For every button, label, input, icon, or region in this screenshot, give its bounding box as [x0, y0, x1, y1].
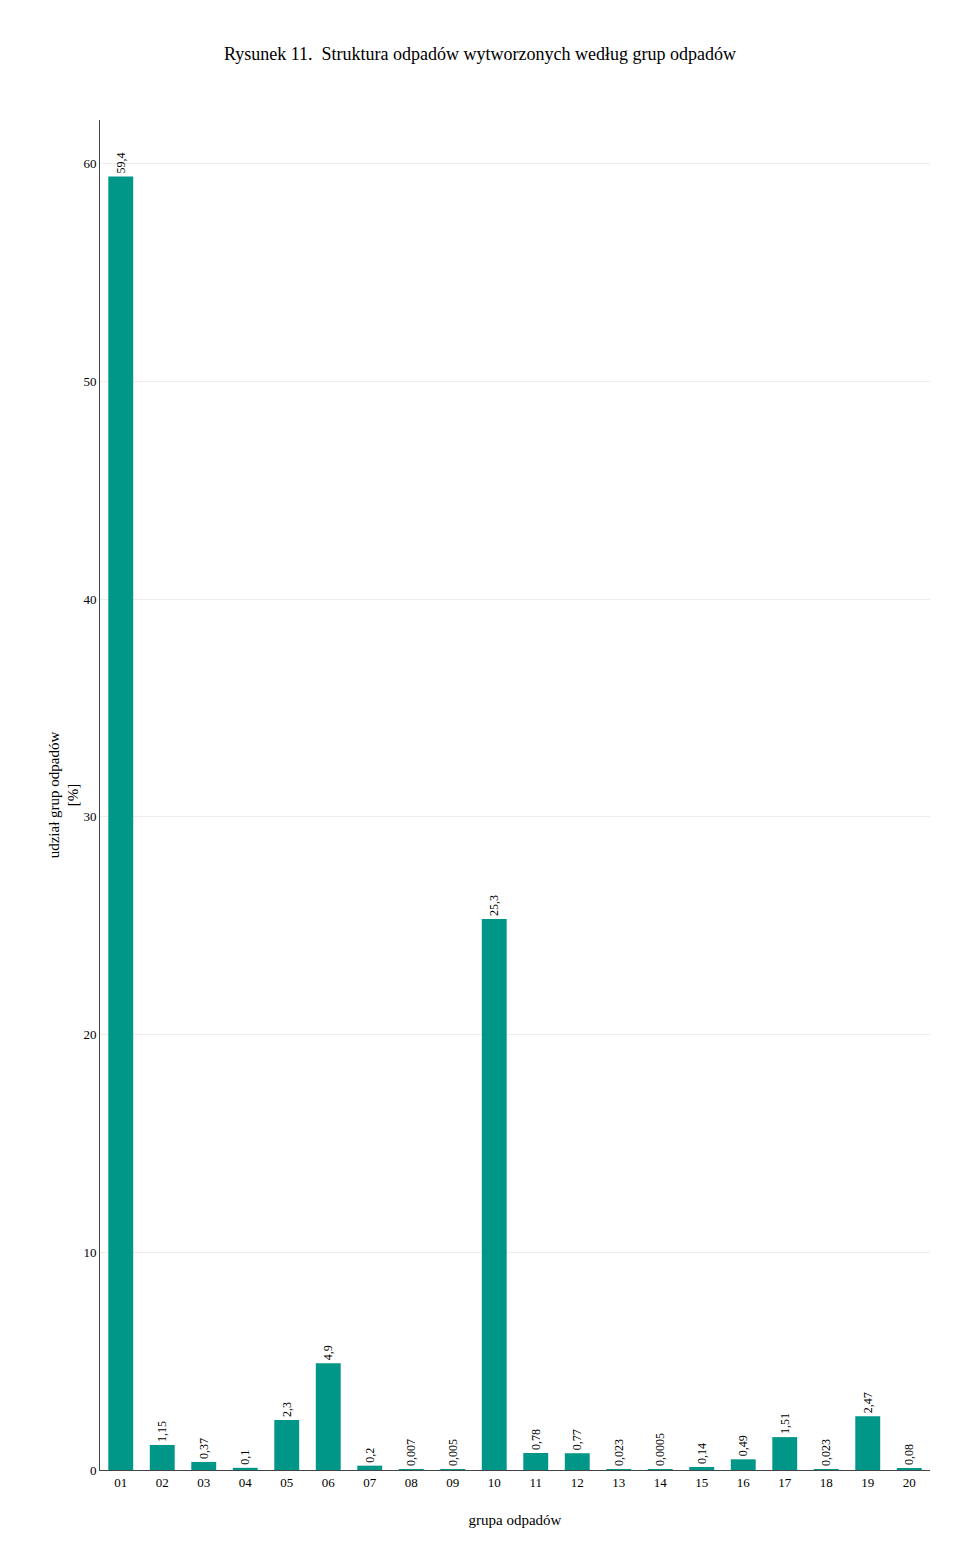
svg-text:17: 17 — [778, 1475, 792, 1490]
svg-text:08: 08 — [405, 1475, 418, 1490]
svg-text:06: 06 — [322, 1475, 336, 1490]
svg-text:30: 30 — [83, 809, 96, 824]
svg-text:05: 05 — [280, 1475, 293, 1490]
svg-text:20: 20 — [83, 1027, 96, 1042]
svg-text:0,023: 0,023 — [612, 1439, 626, 1466]
svg-text:0,023: 0,023 — [819, 1439, 833, 1466]
svg-text:Rysunek 11. Struktura odpadów: Rysunek 11. Struktura odpadów wytworzony… — [224, 44, 736, 64]
svg-text:0,2: 0,2 — [363, 1448, 377, 1463]
svg-text:grupa odpadów: grupa odpadów — [469, 1512, 562, 1528]
svg-text:59,4: 59,4 — [114, 153, 128, 174]
svg-text:60: 60 — [83, 156, 96, 171]
svg-text:50: 50 — [83, 374, 96, 389]
svg-text:0,1: 0,1 — [238, 1450, 252, 1465]
svg-text:2,3: 2,3 — [280, 1402, 294, 1417]
svg-text:0,005: 0,005 — [446, 1439, 460, 1466]
svg-text:0: 0 — [90, 1463, 97, 1478]
svg-text:0,007: 0,007 — [404, 1439, 418, 1466]
svg-text:0,49: 0,49 — [736, 1435, 750, 1456]
svg-text:02: 02 — [156, 1475, 169, 1490]
svg-text:0,08: 0,08 — [902, 1444, 916, 1465]
svg-text:0,78: 0,78 — [529, 1429, 543, 1450]
svg-text:0,37: 0,37 — [197, 1438, 211, 1459]
svg-text:19: 19 — [861, 1475, 874, 1490]
svg-text:18: 18 — [820, 1475, 833, 1490]
svg-text:2,47: 2,47 — [861, 1392, 875, 1413]
svg-text:01: 01 — [114, 1475, 127, 1490]
svg-text:09: 09 — [446, 1475, 459, 1490]
svg-text:1,51: 1,51 — [778, 1413, 792, 1434]
svg-text:0,77: 0,77 — [570, 1429, 584, 1450]
svg-text:11: 11 — [529, 1475, 542, 1490]
svg-text:04: 04 — [239, 1475, 253, 1490]
svg-text:12: 12 — [571, 1475, 584, 1490]
svg-text:0,14: 0,14 — [695, 1443, 709, 1464]
svg-text:25,3: 25,3 — [487, 895, 501, 916]
svg-text:10: 10 — [488, 1475, 501, 1490]
svg-text:4,9: 4,9 — [321, 1345, 335, 1360]
svg-text:14: 14 — [654, 1475, 668, 1490]
svg-text:20: 20 — [903, 1475, 916, 1490]
svg-text:1,15: 1,15 — [155, 1421, 169, 1442]
svg-text:udział grup odpadów[%]: udział grup odpadów[%] — [46, 732, 82, 859]
svg-text:40: 40 — [83, 592, 96, 607]
svg-text:10: 10 — [83, 1245, 96, 1260]
svg-text:13: 13 — [612, 1475, 625, 1490]
svg-text:03: 03 — [197, 1475, 210, 1490]
svg-text:16: 16 — [737, 1475, 751, 1490]
svg-text:15: 15 — [695, 1475, 708, 1490]
svg-text:07: 07 — [363, 1475, 377, 1490]
svg-text:0,0005: 0,0005 — [653, 1433, 667, 1466]
